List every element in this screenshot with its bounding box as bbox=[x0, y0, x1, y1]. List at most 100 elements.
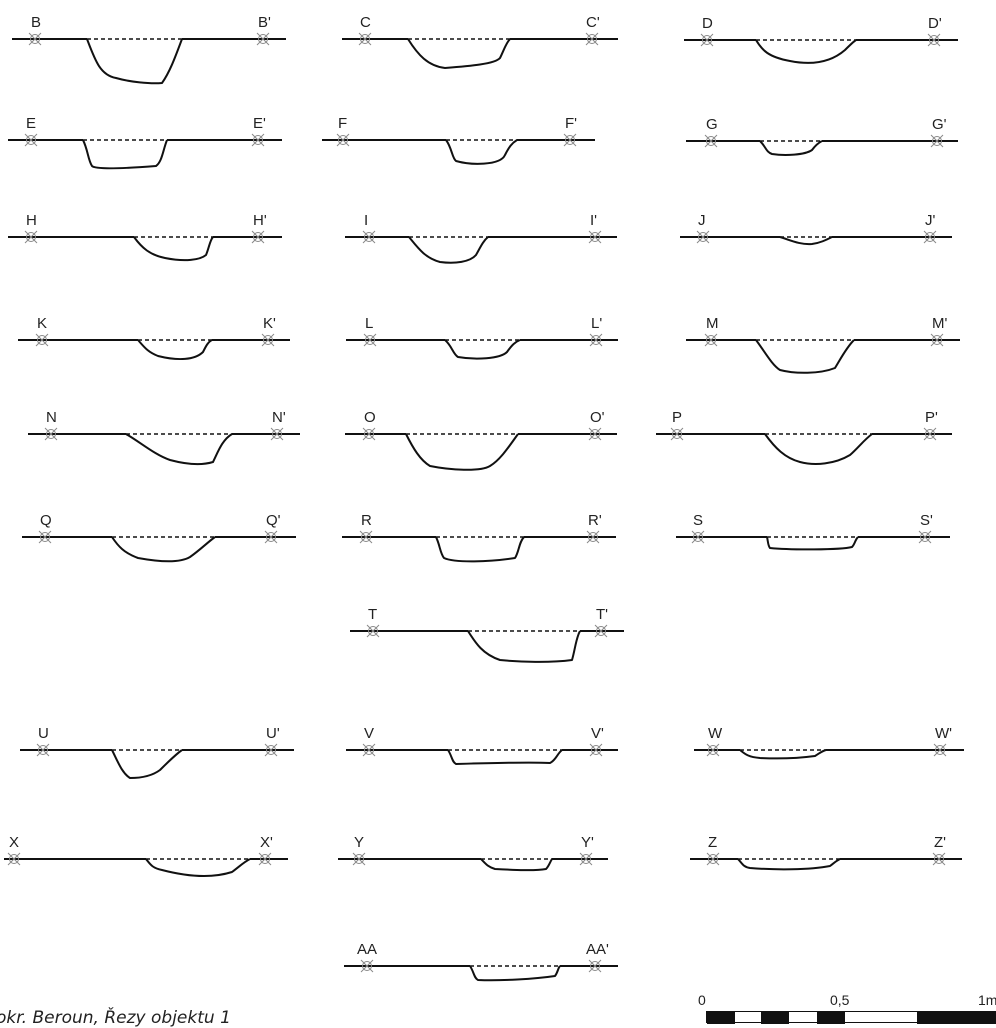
survey-point-marker-icon bbox=[44, 427, 58, 441]
scale-label-0: 0 bbox=[698, 992, 706, 1008]
section-label-start: Y bbox=[354, 834, 364, 851]
section-label-start: T bbox=[368, 606, 377, 623]
survey-point-marker-icon bbox=[359, 530, 373, 544]
survey-point-marker-icon bbox=[256, 32, 270, 46]
section-profile: AA AA' bbox=[344, 941, 618, 982]
section-label-start: Z bbox=[708, 834, 717, 851]
section-profile: W W' bbox=[694, 725, 964, 760]
section-label-end: R' bbox=[588, 512, 602, 529]
scale-bar: 0 0,5 1m bbox=[696, 992, 996, 1024]
feature-outline bbox=[779, 236, 833, 246]
feature-outline bbox=[86, 38, 183, 85]
section-label-start: G bbox=[706, 116, 718, 133]
feature-outline bbox=[435, 536, 525, 563]
survey-point-marker-icon bbox=[589, 333, 603, 347]
feature-outline bbox=[82, 139, 168, 170]
survey-point-marker-icon bbox=[594, 624, 608, 638]
survey-point-marker-icon bbox=[264, 743, 278, 757]
section-label-start: U bbox=[38, 725, 49, 742]
section-label-start: I bbox=[364, 212, 368, 229]
section-label-end: S' bbox=[920, 512, 933, 529]
section-profile: Q Q' bbox=[22, 512, 296, 563]
section-label-end: E' bbox=[253, 115, 266, 132]
survey-point-marker-icon bbox=[352, 852, 366, 866]
section-label-end: G' bbox=[932, 116, 947, 133]
survey-point-marker-icon bbox=[362, 427, 376, 441]
survey-point-marker-icon bbox=[932, 852, 946, 866]
survey-point-marker-icon bbox=[923, 230, 937, 244]
section-label-end: X' bbox=[260, 834, 273, 851]
survey-point-marker-icon bbox=[251, 230, 265, 244]
survey-point-marker-icon bbox=[38, 530, 52, 544]
survey-point-marker-icon bbox=[579, 852, 593, 866]
survey-point-marker-icon bbox=[362, 743, 376, 757]
survey-point-marker-icon bbox=[696, 230, 710, 244]
feature-outline bbox=[467, 630, 581, 663]
section-profile: L L' bbox=[346, 315, 618, 360]
survey-point-marker-icon bbox=[691, 530, 705, 544]
section-label-end: F' bbox=[565, 115, 577, 132]
survey-point-marker-icon bbox=[366, 624, 380, 638]
survey-point-marker-icon bbox=[923, 427, 937, 441]
section-label-start: L bbox=[365, 315, 373, 332]
section-profile: U U' bbox=[20, 725, 294, 779]
feature-outline bbox=[405, 433, 519, 471]
survey-point-marker-icon bbox=[704, 134, 718, 148]
section-profile: I I' bbox=[345, 212, 617, 264]
survey-point-marker-icon bbox=[360, 959, 374, 973]
section-label-start: M bbox=[706, 315, 719, 332]
section-label-end: J' bbox=[925, 212, 936, 229]
survey-point-marker-icon bbox=[586, 530, 600, 544]
section-profile: K K' bbox=[18, 315, 290, 361]
section-label-start: J bbox=[698, 212, 706, 229]
section-label-end: Y' bbox=[581, 834, 594, 851]
survey-point-marker-icon bbox=[704, 333, 718, 347]
section-label-end: V' bbox=[591, 725, 604, 742]
section-label-end: Z' bbox=[934, 834, 946, 851]
section-profile: F F' bbox=[322, 115, 595, 165]
section-profile: X X' bbox=[4, 834, 288, 878]
section-profile: G G' bbox=[686, 116, 958, 156]
section-profile: O O' bbox=[345, 409, 617, 471]
section-profile: D D' bbox=[684, 15, 958, 64]
section-profile: R R' bbox=[342, 512, 616, 563]
section-label-end: O' bbox=[590, 409, 605, 426]
survey-point-marker-icon bbox=[362, 230, 376, 244]
survey-point-marker-icon bbox=[930, 333, 944, 347]
section-label-start: Q bbox=[40, 512, 52, 529]
section-profile: E E' bbox=[8, 115, 282, 170]
section-label-start: F bbox=[338, 115, 347, 132]
survey-point-marker-icon bbox=[700, 33, 714, 47]
section-label-start: S bbox=[693, 512, 703, 529]
feature-outline bbox=[469, 965, 561, 982]
section-label-end: P' bbox=[925, 409, 938, 426]
feature-outline bbox=[759, 140, 823, 156]
feature-outline bbox=[111, 536, 216, 563]
section-label-end: L' bbox=[591, 315, 602, 332]
section-label-start: R bbox=[361, 512, 372, 529]
survey-point-marker-icon bbox=[36, 743, 50, 757]
survey-point-marker-icon bbox=[588, 230, 602, 244]
section-profile: Y Y' bbox=[338, 834, 608, 872]
section-label-start: P bbox=[672, 409, 682, 426]
survey-point-marker-icon bbox=[589, 743, 603, 757]
scale-segment bbox=[917, 1012, 996, 1024]
feature-outline bbox=[755, 339, 855, 374]
survey-point-marker-icon bbox=[563, 133, 577, 147]
section-profile: N N' bbox=[28, 409, 300, 466]
scale-segment bbox=[817, 1012, 845, 1024]
section-label-end: H' bbox=[253, 212, 267, 229]
survey-point-marker-icon bbox=[670, 427, 684, 441]
section-label-start: E bbox=[26, 115, 36, 132]
feature-outline bbox=[447, 749, 563, 765]
section-label-end: W' bbox=[935, 725, 952, 742]
feature-outline bbox=[111, 749, 183, 779]
section-label-end: C' bbox=[586, 14, 600, 31]
section-label-start: AA bbox=[357, 941, 377, 958]
survey-point-marker-icon bbox=[363, 333, 377, 347]
section-profile: Z Z' bbox=[690, 834, 962, 871]
section-label-start: K bbox=[37, 315, 47, 332]
section-label-start: H bbox=[26, 212, 37, 229]
section-profile: M M' bbox=[686, 315, 960, 374]
